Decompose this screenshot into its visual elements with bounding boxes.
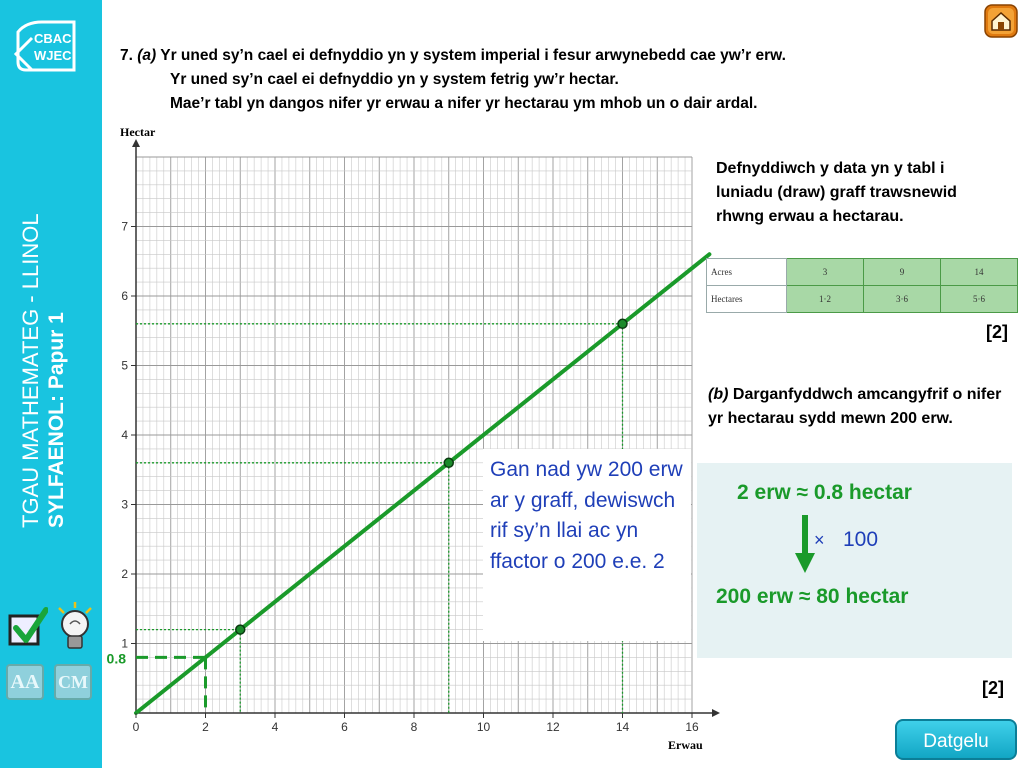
part-a-label: (a) <box>137 47 157 64</box>
table-row-label: Hectares <box>706 285 787 313</box>
table-row: Hectares 1·2 3·6 5·6 <box>706 285 1018 313</box>
lightbulb-icon[interactable] <box>54 600 96 654</box>
y-axis-arrow <box>132 139 140 147</box>
table-row: Acres 3 9 14 <box>706 258 1018 286</box>
question-line-1: 7. (a) Yr uned sy’n cael ei defnyddio yn… <box>120 44 786 68</box>
y-axis-label: Hectar <box>120 125 156 139</box>
part-b-question: (b) Darganfyddwch amcangyfrif o nifer yr… <box>708 383 1008 431</box>
y-tick-label: 4 <box>121 428 128 442</box>
y-tick-label: 7 <box>121 220 128 234</box>
table-row-label: Acres <box>706 258 787 286</box>
down-arrow-icon <box>795 515 815 573</box>
conversion-line <box>134 252 712 715</box>
part-b-text: Darganfyddwch amcangyfrif o nifer yr hec… <box>708 386 1002 427</box>
graph-plot <box>134 252 712 715</box>
y-tick-label: 3 <box>121 498 128 512</box>
table-cell: 3·6 <box>863 285 941 313</box>
question-number: 7. <box>120 47 133 64</box>
x-tick-label: 12 <box>546 720 560 734</box>
graph-axes <box>132 139 720 717</box>
x-tick-label: 14 <box>616 720 630 734</box>
cm-icon-label: CM <box>58 672 88 692</box>
table-cell: 1·2 <box>786 285 864 313</box>
part-b-label: (b) <box>708 386 729 403</box>
y-tick-label: 2 <box>121 567 128 581</box>
marks-part-b: [2] <box>982 678 1004 698</box>
question-line-2: Yr uned sy’n cael ei defnyddio yn y syst… <box>170 71 619 88</box>
note-box <box>483 449 691 641</box>
multiplier-value: 100 <box>843 528 879 551</box>
table-cell: 3 <box>786 258 864 286</box>
x-tick-label: 0 <box>133 720 140 734</box>
x-tick-label: 2 <box>202 720 209 734</box>
x-axis-arrow <box>712 709 720 717</box>
x-tick-label: 8 <box>411 720 418 734</box>
x-tick-label: 4 <box>272 720 279 734</box>
question-line-3: Mae’r tabl yn dangos nifer yr erwau a ni… <box>170 95 758 112</box>
y-tick-label: 1 <box>121 637 128 651</box>
graph-guides <box>136 323 624 713</box>
logo-text-wjec: WJEC <box>34 48 72 63</box>
instruction-text: Defnyddiwch y data yn y tabl i luniadu (… <box>716 160 957 225</box>
logo-text-cbac: CBAC <box>34 31 72 46</box>
x-axis-label: Erwau <box>668 738 703 752</box>
data-point <box>443 457 454 469</box>
aa-icon[interactable]: AA <box>6 664 44 700</box>
sidebar: CBAC WJEC TGAU MATHEMATEG - LLINOL SYLFA… <box>0 0 102 768</box>
y-tick-label: 6 <box>121 289 128 303</box>
checkbox-tick-icon[interactable] <box>6 606 48 648</box>
reveal-button[interactable]: Datgelu <box>895 719 1017 760</box>
data-point <box>617 318 628 330</box>
aa-icon-label: AA <box>10 671 40 693</box>
table-cell: 5·6 <box>940 285 1018 313</box>
reading-label: 0.8 <box>107 650 127 666</box>
answer-line-1: 2 erw ≈ 0.8 hectar <box>737 481 912 504</box>
data-table: Acres 3 9 14 Hectares 1·2 3·6 5·6 <box>706 258 1018 313</box>
cm-icon[interactable]: CM <box>54 664 92 700</box>
wjec-logo: CBAC WJEC <box>13 20 76 72</box>
answer-panel <box>697 463 1012 658</box>
x-tick-label: 16 <box>685 720 699 734</box>
hint-note: Gan nad yw 200 erw ar y graff, dewiswch … <box>490 458 683 573</box>
x-tick-label: 10 <box>477 720 491 734</box>
table-cell: 14 <box>940 258 1018 286</box>
table-cell: 9 <box>863 258 941 286</box>
answer-line-2: 200 erw ≈ 80 hectar <box>716 585 909 608</box>
y-tick-label: 5 <box>121 359 128 373</box>
data-point <box>235 624 246 635</box>
multiply-symbol: × <box>814 530 825 550</box>
marks-part-a: [2] <box>986 322 1008 342</box>
home-icon[interactable] <box>984 4 1018 38</box>
question-line-1-text: Yr uned sy’n cael ei defnyddio yn y syst… <box>160 47 786 64</box>
question-text: 7. (a) Yr uned sy’n cael ei defnyddio yn… <box>120 44 786 116</box>
x-tick-label: 6 <box>341 720 348 734</box>
